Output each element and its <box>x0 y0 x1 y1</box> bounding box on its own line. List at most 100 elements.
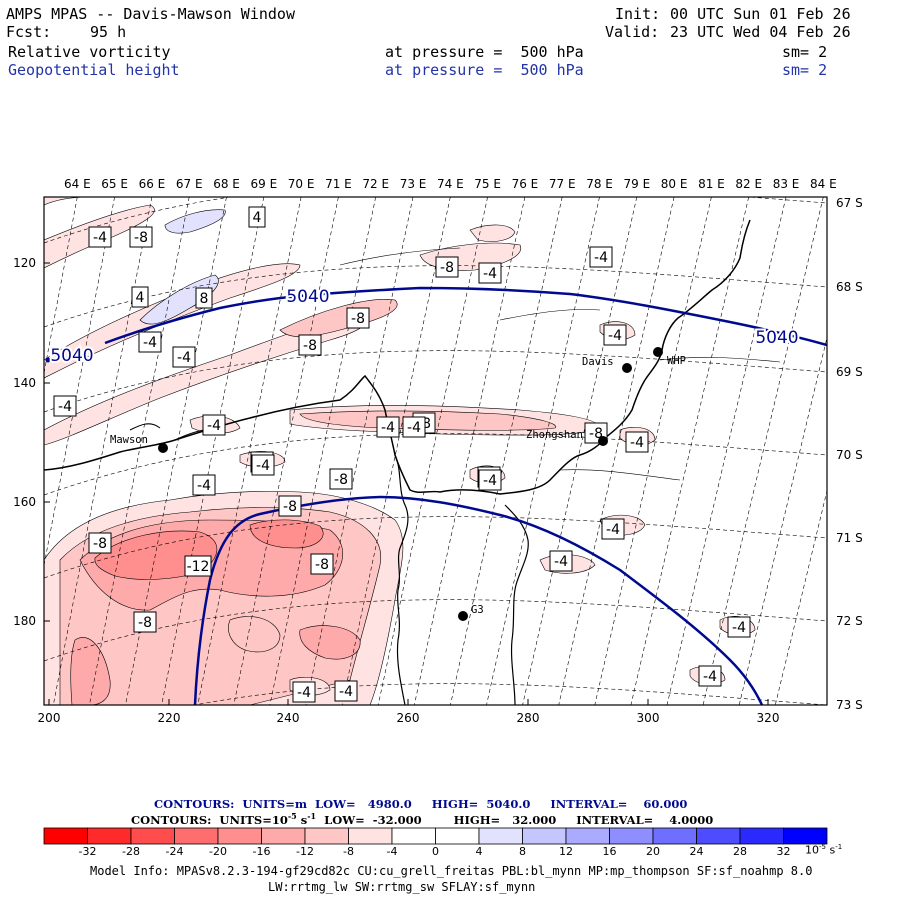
vort-contours-units-exp: -5 <box>287 811 297 821</box>
colorbar-label: 12 <box>559 845 573 858</box>
map-title: AMPS MPAS -- Davis-Mawson Window <box>6 5 295 23</box>
lon-label: 75 E <box>474 177 501 191</box>
height-contours-high: HIGH= 5040.0 <box>431 797 531 811</box>
glacier-line <box>504 504 529 705</box>
svg-text:-4: -4 <box>703 669 717 685</box>
x-grid-label: 300 <box>637 711 660 725</box>
colorbar-swatch <box>565 827 610 845</box>
svg-text:-4: -4 <box>483 266 497 282</box>
station-label-davis: Davis <box>582 356 614 368</box>
vorticity-label: -4 <box>376 416 400 438</box>
field2-smoothing: sm= 2 <box>782 61 828 79</box>
colorbar-swatch <box>696 827 741 845</box>
y-grid-label: 160 <box>13 495 36 509</box>
svg-text:-4: -4 <box>93 230 107 246</box>
vort-contours-units-s: s <box>300 812 308 827</box>
vorticity-label: -4 <box>478 469 502 491</box>
vorticity-label: -4 <box>549 550 573 572</box>
vorticity-label: -4 <box>625 431 649 453</box>
svg-text:-12: -12 <box>187 559 210 575</box>
init-value: 00 UTC Sun 01 Feb 26 <box>670 5 851 23</box>
vorticity-label: -4 <box>601 518 625 540</box>
lon-label: 79 E <box>624 177 651 191</box>
x-grid-label: 320 <box>757 711 780 725</box>
vort-contours-info: CONTOURS: UNITS=10-5 s-1 LOW= -32.000 HI… <box>131 811 713 827</box>
svg-text:-8: -8 <box>283 499 297 515</box>
colorbar-label: -28 <box>122 845 140 858</box>
height-contours-low: LOW= 4980.0 <box>315 797 412 811</box>
colorbar-label: 32 <box>776 845 791 858</box>
colorbar-swatch <box>522 827 567 845</box>
field2-level: at pressure = 500 hPa <box>385 61 584 79</box>
lon-label: 83 E <box>773 177 800 191</box>
colorbar-label: -24 <box>165 845 184 858</box>
lat-label: 71 S <box>836 531 863 545</box>
lon-label: 68 E <box>213 177 240 191</box>
meridian-line <box>775 489 827 705</box>
colorbar-swatch <box>348 827 393 845</box>
colorbar-swatch <box>609 827 654 845</box>
height-label-5040-right: 5040 <box>755 328 798 348</box>
height-contours-label: CONTOURS: <box>154 797 235 811</box>
height-contour-5040-north <box>104 286 827 347</box>
vorticity-label: -4 <box>478 262 502 284</box>
vorticity-label: -4 <box>138 331 162 353</box>
forecast-value: 95 h <box>90 23 127 41</box>
parallel-line <box>44 350 827 413</box>
vorticity-label: -4 <box>202 414 226 436</box>
svg-text:4: 4 <box>253 210 262 226</box>
lon-label: 64 E <box>64 177 91 191</box>
station-label-mawson: Mawson <box>110 434 148 446</box>
svg-text:-4: -4 <box>381 420 395 436</box>
vorticity-label: -8 <box>278 495 302 517</box>
colorbar-label: 16 <box>602 845 617 858</box>
colorbar-label: -8 <box>343 845 354 858</box>
vorticity-label: 4 <box>248 206 266 228</box>
station-markers: Mawson Davis WHP Zhongshan G3 <box>110 347 686 621</box>
svg-text:-4: -4 <box>143 335 157 351</box>
meridian-line <box>486 197 600 705</box>
height-contours-info: CONTOURS: UNITS=m LOW= 4980.0 HIGH= 5040… <box>154 797 687 811</box>
lon-label: 70 E <box>288 177 315 191</box>
lat-lon-grid <box>44 197 827 705</box>
meridian-line <box>233 197 339 705</box>
colorbar-swatch <box>652 827 697 845</box>
field1-level: at pressure = 500 hPa <box>385 43 584 61</box>
colorbar-swatch <box>435 827 480 845</box>
colorbar-swatch <box>304 827 349 845</box>
meridian-line <box>702 197 824 705</box>
colorbar-swatch <box>391 827 436 845</box>
x-grid-labels: 200 220 240 260 280 300 320 <box>38 699 780 725</box>
colorbar-label: -20 <box>209 845 227 858</box>
lon-label: 74 E <box>437 177 464 191</box>
lon-label: 71 E <box>325 177 352 191</box>
meridian-line <box>414 197 526 705</box>
station-label-zhongshan: Zhongshan <box>526 429 583 441</box>
colorbar-label: 20 <box>646 845 660 858</box>
x-grid-label: 220 <box>158 711 181 725</box>
vorticity-label: -4 <box>88 226 112 248</box>
latitude-labels: 67 S 68 S 69 S 70 S 71 S 72 S 73 S <box>836 196 863 712</box>
svg-text:-8: -8 <box>303 338 317 354</box>
meridian-line <box>44 197 115 567</box>
vorticity-label: -8 <box>88 532 112 554</box>
vorticity-label: -8 <box>435 256 459 278</box>
height-contours-interval: INTERVAL= 60.000 <box>550 797 688 811</box>
lon-label: 77 E <box>549 177 576 191</box>
vorticity-label: 4 <box>131 286 149 308</box>
lon-label: 82 E <box>735 177 762 191</box>
svg-text:4: 4 <box>136 290 145 306</box>
parallel-line <box>44 516 827 579</box>
station-label-whp: WHP <box>667 355 686 367</box>
svg-text:-4: -4 <box>608 328 622 344</box>
meridian-line <box>269 197 376 705</box>
lon-label: 81 E <box>698 177 725 191</box>
lon-label: 80 E <box>661 177 688 191</box>
vort-contours-units: UNITS=10 <box>219 812 288 827</box>
colorbar-label: -32 <box>78 845 97 858</box>
coastline <box>44 219 751 495</box>
lon-label: 66 E <box>139 177 166 191</box>
svg-text:-4: -4 <box>630 435 644 451</box>
vorticity-label: -8 <box>298 334 322 356</box>
map-frame <box>43 196 828 706</box>
